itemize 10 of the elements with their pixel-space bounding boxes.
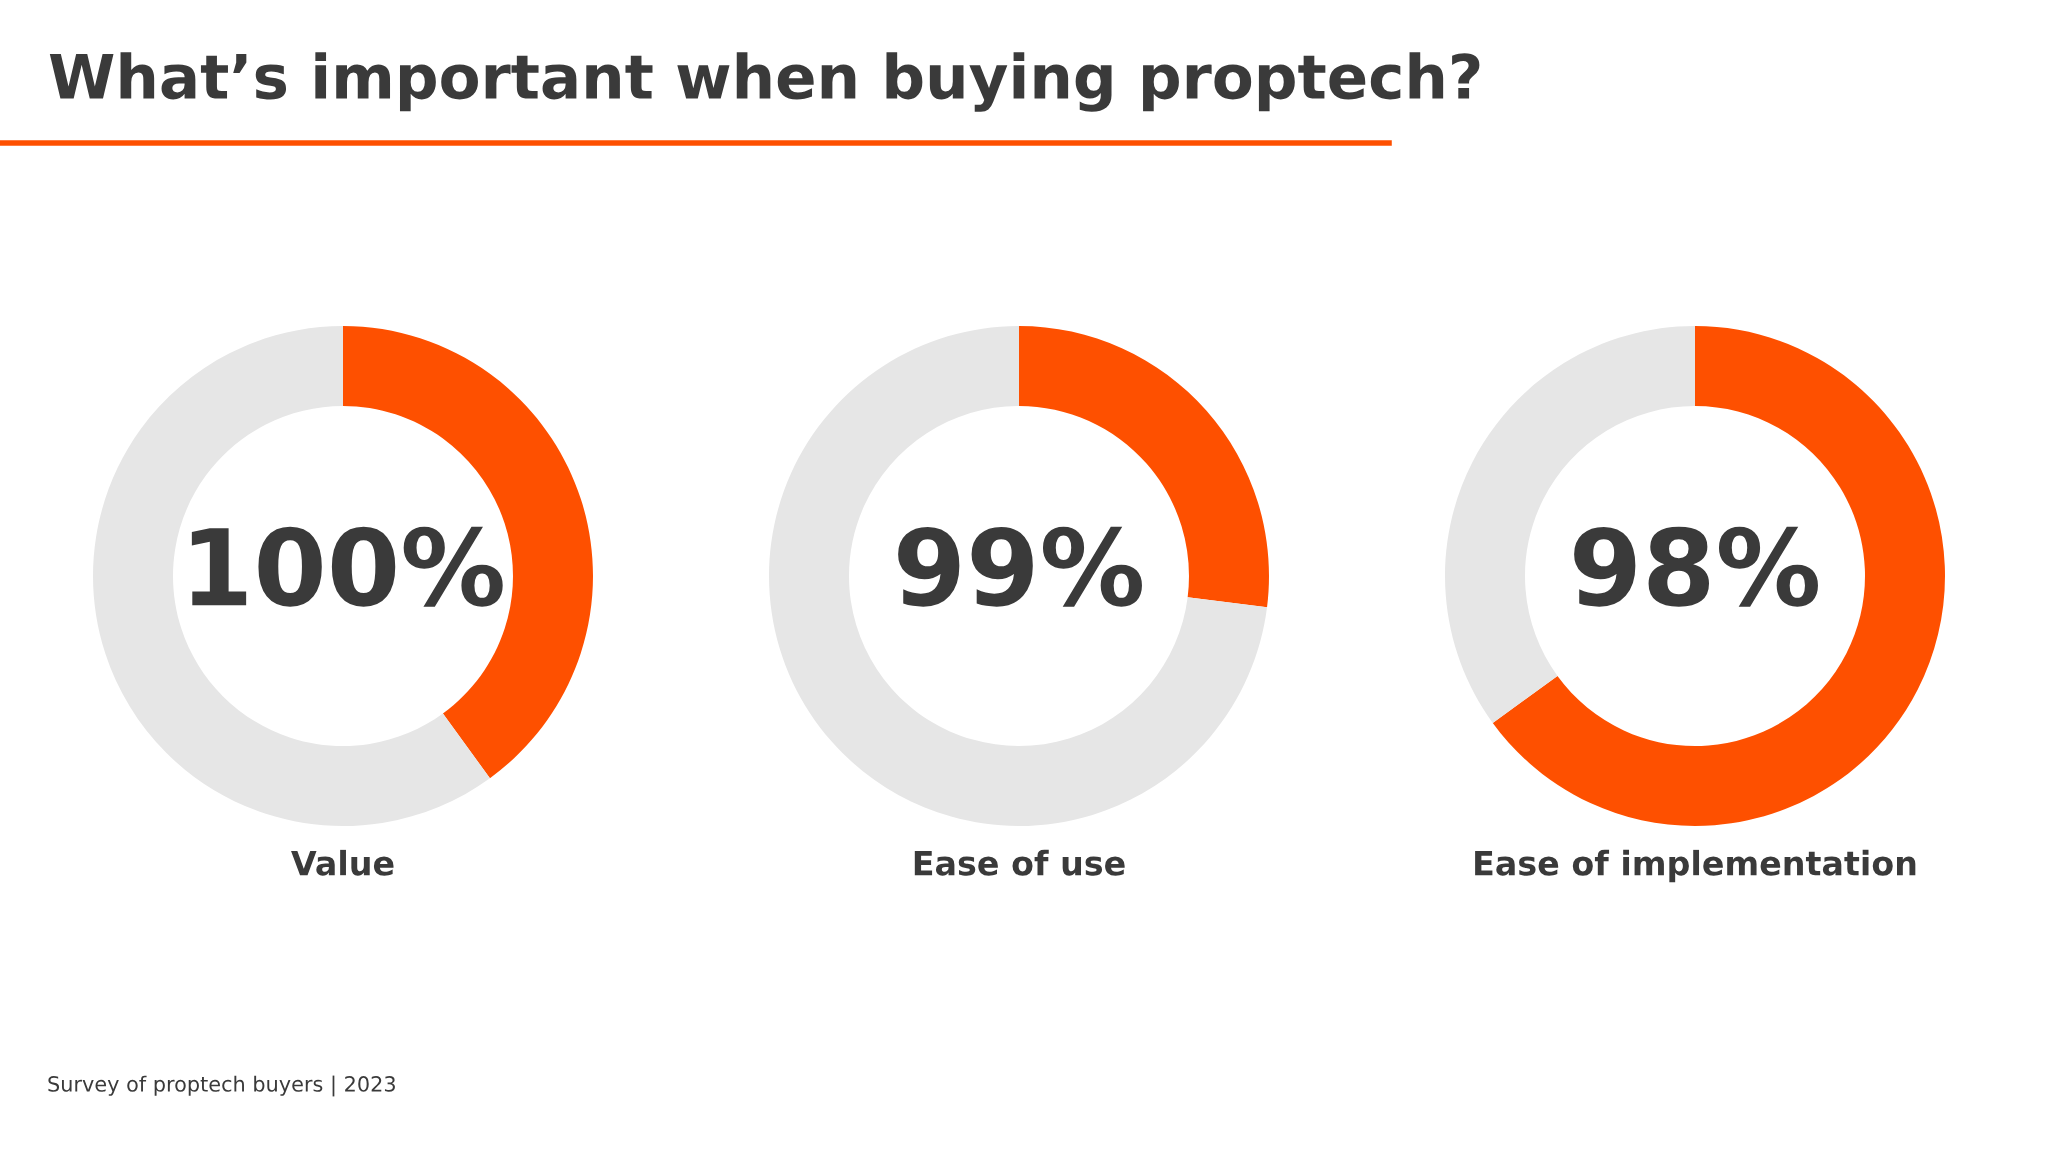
donut-slice: [1492, 326, 1945, 826]
text: Ease of use: [914, 849, 1125, 876]
text: 98%: [1574, 526, 1818, 607]
donut-slice: [769, 326, 1268, 826]
text: 99%: [898, 526, 1142, 607]
text: 100%: [191, 526, 503, 607]
text: Value: [291, 849, 394, 876]
text: Ease of implementation: [1475, 849, 1916, 883]
text: What’s important when buying proptech?: [49, 52, 1480, 112]
text: Survey of proptech buyers | 2023: [48, 1075, 395, 1097]
